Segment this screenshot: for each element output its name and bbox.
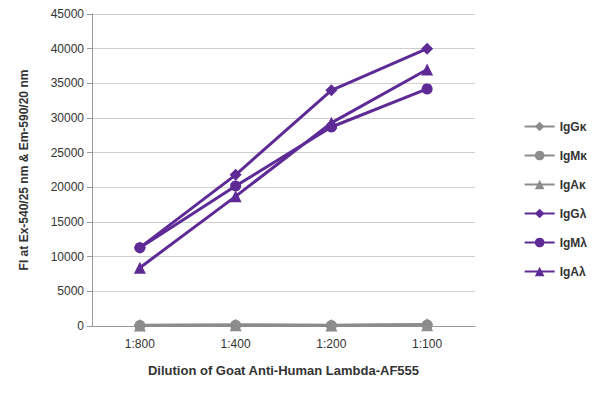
svg-text:IgAκ: IgAκ [560, 178, 586, 192]
svg-text:1:800: 1:800 [125, 337, 155, 351]
svg-text:5000: 5000 [57, 284, 84, 298]
svg-text:FI at Ex-540/25 nm & Em-590/20: FI at Ex-540/25 nm & Em-590/20 nm [17, 70, 31, 271]
svg-text:20000: 20000 [51, 180, 85, 194]
svg-text:IgAλ: IgAλ [560, 265, 586, 279]
svg-text:IgMκ: IgMκ [560, 149, 588, 163]
svg-text:1:100: 1:100 [412, 337, 442, 351]
svg-text:25000: 25000 [51, 146, 85, 160]
svg-text:45000: 45000 [51, 7, 85, 21]
svg-text:30000: 30000 [51, 111, 85, 125]
svg-text:10000: 10000 [51, 250, 85, 264]
svg-text:40000: 40000 [51, 42, 85, 56]
svg-text:IgGκ: IgGκ [560, 120, 587, 134]
svg-text:IgGλ: IgGλ [560, 207, 587, 221]
svg-text:1:400: 1:400 [221, 337, 251, 351]
svg-text:IgMλ: IgMλ [560, 236, 588, 250]
svg-text:1:200: 1:200 [316, 337, 346, 351]
svg-text:Dilution of Goat Anti-Human La: Dilution of Goat Anti-Human Lambda-AF555 [148, 363, 419, 378]
svg-text:0: 0 [77, 319, 84, 333]
svg-text:15000: 15000 [51, 215, 85, 229]
svg-text:35000: 35000 [51, 76, 85, 90]
